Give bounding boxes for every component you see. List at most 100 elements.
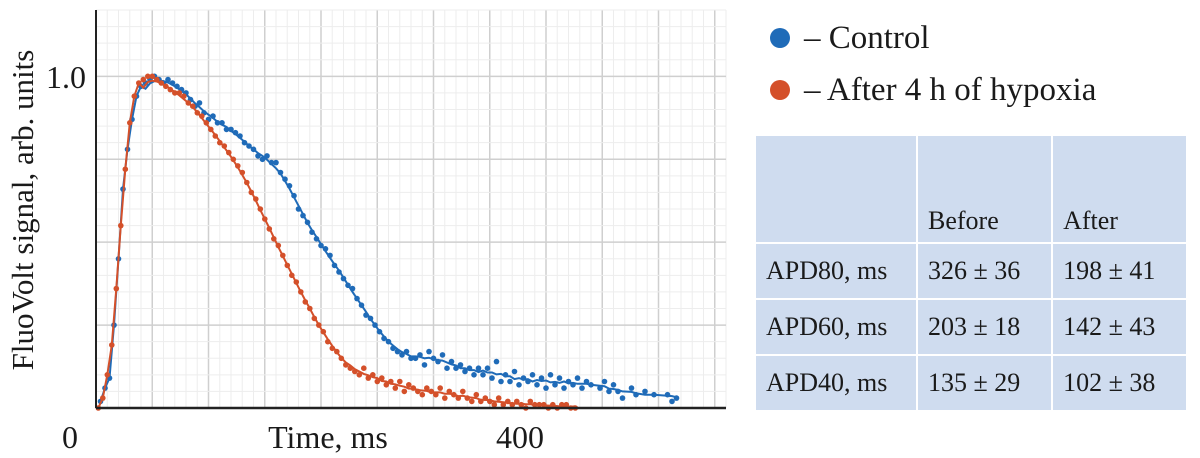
data-point-hypoxia xyxy=(505,398,511,405)
data-point-control xyxy=(601,378,608,385)
data-point-control xyxy=(507,378,513,385)
data-point-hypoxia xyxy=(491,401,498,408)
data-point-hypoxia xyxy=(478,398,484,405)
data-point-control xyxy=(372,322,378,328)
data-point-control xyxy=(331,262,338,269)
y-axis-label: FluoVolt signal, arb. units xyxy=(5,50,40,371)
data-point-hypoxia xyxy=(167,86,174,93)
data-point-control xyxy=(552,382,558,388)
before-value: 326 ± 36 xyxy=(915,243,1053,300)
data-point-control xyxy=(633,391,639,398)
data-point-control xyxy=(466,365,473,372)
data-point-hypoxia xyxy=(145,73,151,80)
data-point-control xyxy=(588,382,594,388)
data-point-control xyxy=(223,126,230,133)
data-point-hypoxia xyxy=(370,372,376,378)
y-tick-label-1: 1.0 xyxy=(46,59,86,95)
data-point-hypoxia xyxy=(217,139,223,146)
data-point-control xyxy=(304,219,311,226)
data-point-hypoxia xyxy=(266,226,273,232)
data-point-hypoxia xyxy=(329,345,336,352)
data-point-control xyxy=(493,358,500,365)
data-point-control xyxy=(457,362,464,368)
data-point-hypoxia xyxy=(518,401,525,408)
data-point-control xyxy=(385,338,392,345)
data-point-hypoxia xyxy=(271,236,277,242)
data-point-control xyxy=(543,385,549,391)
before-value: 203 ± 18 xyxy=(915,299,1053,356)
data-point-hypoxia xyxy=(487,398,493,405)
data-point-control xyxy=(394,348,401,355)
data-point-hypoxia xyxy=(365,375,372,381)
data-point-control xyxy=(322,246,329,252)
data-point-control xyxy=(570,382,576,388)
data-point-hypoxia xyxy=(433,391,439,398)
table-header-row: Before After xyxy=(756,136,1186,244)
data-point-control xyxy=(444,365,450,372)
data-point-control xyxy=(232,129,239,136)
table-header-after: After xyxy=(1051,136,1186,244)
chart-series xyxy=(95,73,680,411)
chart-grid xyxy=(95,9,727,409)
data-point-hypoxia xyxy=(415,388,421,395)
data-point-control xyxy=(534,382,540,388)
data-point-hypoxia xyxy=(239,169,246,176)
data-point-hypoxia xyxy=(248,189,255,196)
legend-label-control: – Control xyxy=(804,19,930,56)
data-point-control xyxy=(246,143,252,149)
data-point-control xyxy=(579,385,585,391)
data-point-hypoxia xyxy=(163,83,169,90)
data-point-hypoxia xyxy=(334,348,340,355)
data-point-control xyxy=(417,352,423,358)
data-point-hypoxia xyxy=(419,391,426,398)
control-marker-icon xyxy=(770,28,790,48)
after-value: 102 ± 38 xyxy=(1051,355,1186,410)
data-point-control xyxy=(286,183,293,189)
data-point-hypoxia xyxy=(495,395,502,401)
data-point-hypoxia xyxy=(401,388,408,395)
data-point-hypoxia xyxy=(469,398,475,405)
data-point-hypoxia xyxy=(442,395,448,401)
data-point-control xyxy=(651,391,657,398)
data-point-hypoxia xyxy=(316,322,322,328)
data-point-control xyxy=(489,375,495,381)
data-point-control xyxy=(268,159,275,166)
data-point-control xyxy=(516,382,522,388)
data-point-control xyxy=(169,80,176,86)
data-point-control xyxy=(259,156,266,163)
data-point-control xyxy=(228,126,234,133)
data-point-control xyxy=(174,83,180,90)
legend-label-hypoxia: – After 4 h of hypoxia xyxy=(804,71,1097,108)
data-point-control xyxy=(561,385,567,391)
data-point-control xyxy=(399,352,405,358)
data-point-control xyxy=(214,120,221,126)
data-point-control xyxy=(277,169,284,176)
data-point-hypoxia xyxy=(383,382,390,388)
data-point-hypoxia xyxy=(392,385,399,391)
data-point-control xyxy=(421,362,428,368)
data-point-hypoxia xyxy=(397,378,403,385)
data-point-control xyxy=(462,368,468,375)
data-point-control xyxy=(453,365,459,372)
data-point-hypoxia xyxy=(208,126,214,133)
after-value: 142 ± 43 xyxy=(1051,299,1186,356)
data-point-hypoxia xyxy=(343,362,349,368)
data-point-hypoxia xyxy=(221,143,228,149)
data-point-hypoxia xyxy=(473,391,480,398)
data-point-hypoxia xyxy=(379,375,385,381)
data-point-hypoxia xyxy=(140,76,147,83)
data-point-hypoxia xyxy=(136,80,142,86)
data-point-hypoxia xyxy=(100,395,106,401)
data-point-control xyxy=(583,378,590,385)
data-point-hypoxia xyxy=(113,285,120,292)
data-point-hypoxia xyxy=(347,365,354,372)
data-point-hypoxia xyxy=(320,328,327,335)
data-point-control xyxy=(363,312,369,318)
data-point-control xyxy=(484,365,491,372)
data-point-control xyxy=(408,355,414,362)
data-point-control xyxy=(403,348,410,355)
data-point-control xyxy=(565,378,572,385)
data-point-control xyxy=(291,192,297,199)
data-point-hypoxia xyxy=(289,272,295,279)
data-point-control xyxy=(367,315,374,322)
